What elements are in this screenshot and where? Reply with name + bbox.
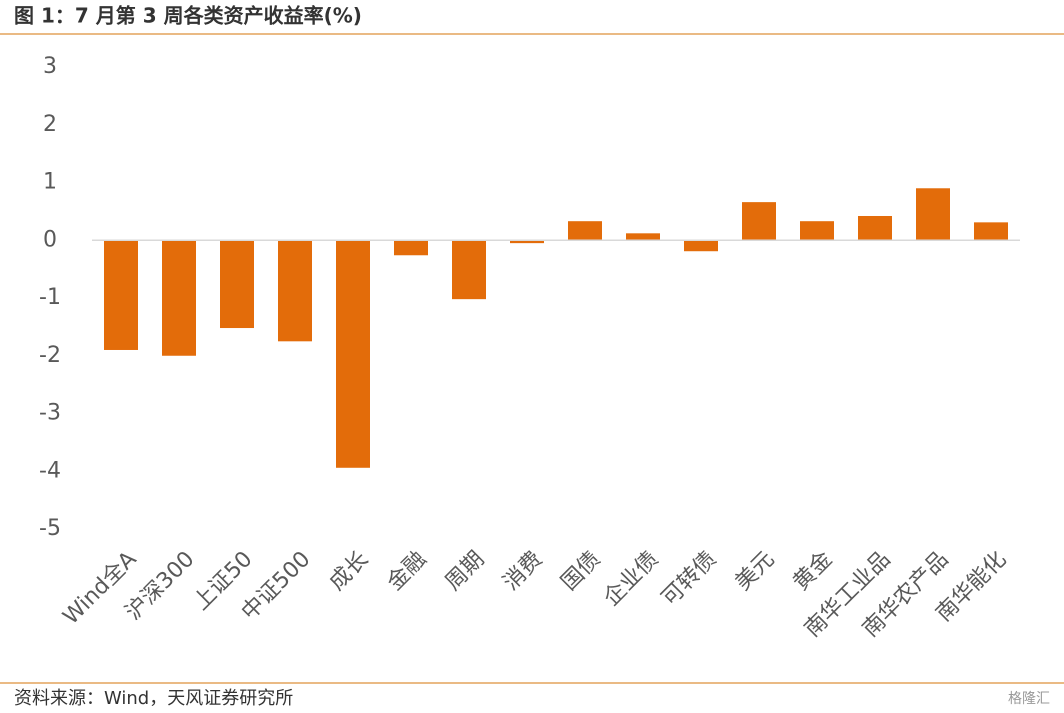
x-tick-label: 金融 — [383, 547, 432, 596]
bar — [800, 221, 834, 241]
y-tick-label: 3 — [43, 54, 57, 79]
x-tick-label: 可转债 — [657, 547, 721, 611]
bar — [452, 240, 486, 300]
y-tick-label: 0 — [43, 227, 57, 252]
bar — [684, 240, 718, 252]
x-tick-label: 美元 — [731, 547, 780, 596]
bar — [278, 240, 312, 342]
bar — [858, 215, 892, 241]
x-tick-label: 企业债 — [599, 547, 663, 611]
x-tick-label: Wind全A — [59, 547, 142, 630]
y-tick-label: -3 — [39, 401, 61, 426]
x-tick-label: 周期 — [441, 547, 490, 596]
x-tick-label: 国债 — [557, 547, 606, 596]
y-tick-label: -4 — [39, 458, 61, 483]
bar — [916, 188, 950, 241]
bar — [626, 233, 660, 241]
bar — [162, 240, 196, 356]
bar — [104, 240, 138, 350]
y-tick-label: 2 — [43, 112, 57, 137]
y-tick-label: 1 — [43, 170, 57, 195]
bar — [220, 240, 254, 329]
x-tick-label: 成长 — [325, 547, 374, 596]
bar — [974, 222, 1008, 241]
x-tick-label: 黄金 — [789, 547, 838, 596]
source-note: 资料来源：Wind，天风证券研究所 — [14, 688, 293, 709]
x-tick-label: 消费 — [499, 547, 548, 596]
y-tick-label: -2 — [39, 343, 61, 368]
chart-title: 图 1：7 月第 3 周各类资产收益率(%) — [14, 4, 362, 28]
y-tick-label: -5 — [39, 516, 61, 541]
bar — [394, 240, 428, 256]
bar — [336, 240, 370, 468]
watermark: 格隆汇 — [1008, 691, 1050, 707]
y-tick-label: -1 — [39, 285, 61, 310]
bar — [568, 221, 602, 241]
bar — [742, 202, 776, 241]
bar — [510, 240, 544, 244]
